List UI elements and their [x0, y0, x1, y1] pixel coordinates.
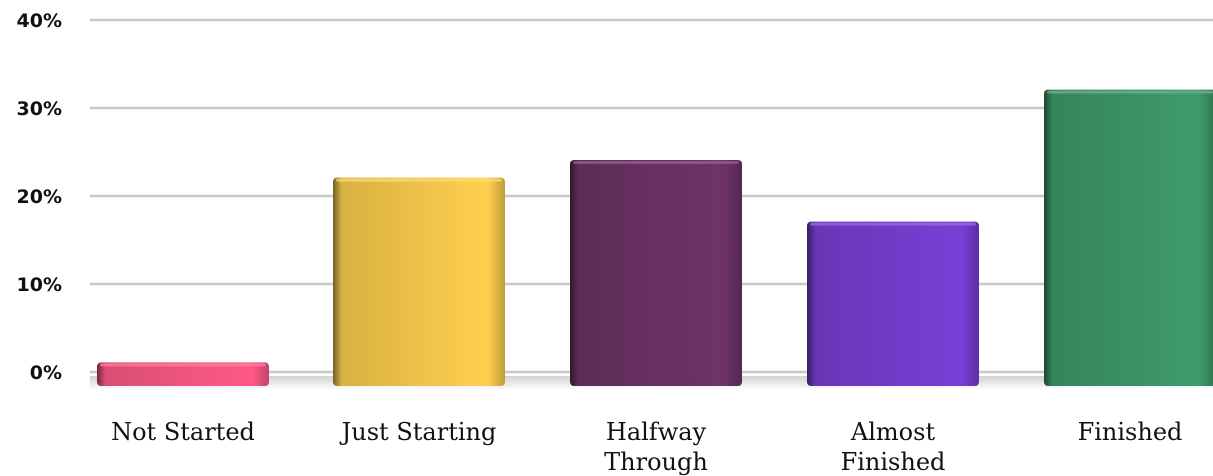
- bar: [1044, 89, 1213, 386]
- x-axis-labels: Not Started Just Starting Halfway Through Al…: [111, 418, 1182, 476]
- bar: [570, 160, 742, 386]
- y-tick-label: 0%: [30, 362, 62, 384]
- x-tick-label: Almost Finished: [841, 418, 946, 476]
- bar-top-bevel: [810, 222, 976, 226]
- x-tick-label-line: Just Starting: [339, 418, 497, 446]
- x-tick-label-line: Not Started: [111, 418, 255, 446]
- bar-top-bevel: [336, 178, 502, 182]
- bar-top-bevel: [573, 161, 739, 164]
- x-tick-label: Finished: [1078, 418, 1183, 446]
- x-tick-label-line: Halfway: [606, 418, 707, 446]
- bar-top-bevel: [1047, 90, 1213, 94]
- y-tick-label: 40%: [17, 10, 62, 32]
- x-tick-label-line: Finished: [1078, 418, 1183, 446]
- x-tick-label-line: Almost: [850, 418, 936, 446]
- bar-top-bevel: [100, 363, 266, 367]
- bar: [97, 362, 269, 386]
- y-tick-label: 20%: [17, 186, 62, 208]
- x-tick-label: Not Started: [111, 418, 255, 446]
- y-tick-label: 10%: [17, 274, 62, 296]
- x-tick-label-line: Finished: [841, 448, 946, 476]
- x-tick-label-line: Through: [604, 448, 708, 476]
- bar: [807, 221, 979, 386]
- bar: [333, 177, 505, 386]
- bars: [90, 89, 1213, 390]
- x-tick-label: Just Starting: [339, 418, 497, 446]
- y-axis-ticks: 0% 10% 20% 30% 40%: [17, 10, 62, 384]
- y-tick-label: 30%: [17, 98, 62, 120]
- x-tick-label: Halfway Through: [604, 418, 708, 476]
